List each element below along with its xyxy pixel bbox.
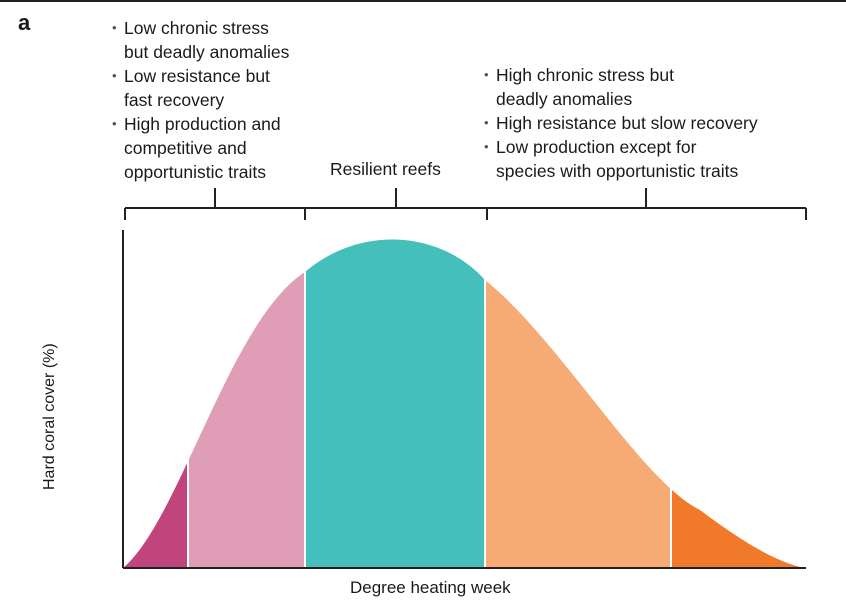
- right-bullet-1: High chronic stress but deadly anomalies: [484, 63, 758, 111]
- panel-label: a: [18, 10, 31, 35]
- right-bullet-3: Low production except for species with o…: [484, 135, 758, 183]
- right-annotation-list: High chronic stress but deadly anomalies…: [484, 63, 758, 183]
- left-annotation-list: Low chronic stress but deadly anomalies …: [112, 16, 289, 184]
- right-bullet-2: High resistance but slow recovery: [484, 111, 758, 135]
- segment-1-fill: [123, 239, 188, 569]
- segment-4-fill: [485, 239, 671, 569]
- x-axis-label: Degree heating week: [350, 578, 511, 597]
- left-bracket: [124, 188, 306, 220]
- resilient-reefs-label: Resilient reefs: [330, 159, 441, 179]
- left-bullet-2: Low resistance but fast recovery: [112, 64, 289, 112]
- segment-5-fill: [671, 239, 805, 569]
- y-axis-label: Hard coral cover (%): [41, 343, 58, 490]
- segment-2-fill: [188, 239, 305, 569]
- right-bracket: [487, 188, 807, 220]
- top-rule: [0, 0, 846, 2]
- left-bullet-1: Low chronic stress but deadly anomalies: [112, 16, 289, 64]
- middle-bracket: [305, 188, 488, 220]
- segment-3-fill: [305, 239, 485, 569]
- left-bullet-3: High production and competitive and oppo…: [112, 112, 289, 184]
